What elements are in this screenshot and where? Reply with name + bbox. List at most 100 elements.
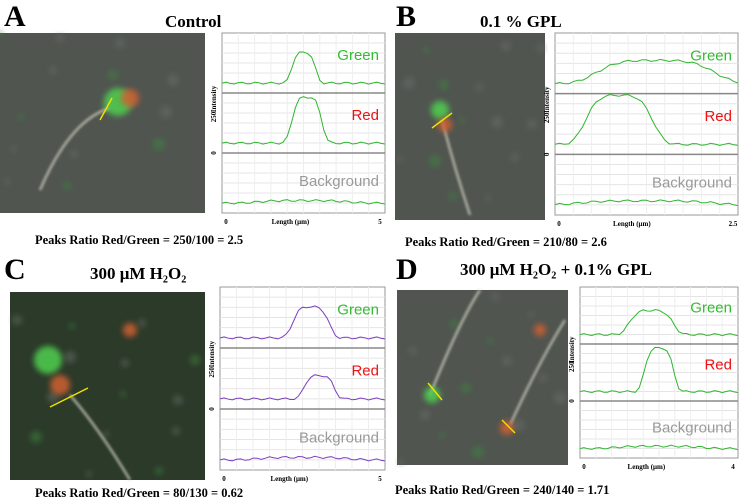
y-axis-label: Intensity: [543, 86, 551, 113]
caption: Peaks Ratio Red/Green = 240/140 = 1.71: [395, 483, 609, 497]
row-label: Background: [299, 430, 379, 447]
profile-trace: [219, 374, 386, 401]
profile-trace: [579, 444, 739, 451]
profile-trace: [554, 58, 739, 85]
speckle: [501, 41, 511, 51]
micrograph-bg: [10, 292, 205, 480]
panel-letter: D: [396, 253, 418, 286]
speckle: [439, 80, 449, 90]
panel-letter: B: [396, 0, 416, 33]
speckle: [491, 116, 503, 128]
x-axis-label: Length (μm): [613, 220, 651, 228]
row-label: Red: [351, 362, 379, 379]
speckle: [121, 359, 129, 367]
cell: [534, 324, 546, 336]
x-tick-label: 0: [557, 220, 561, 228]
panel-title: 0.1 % GPL: [480, 12, 562, 31]
speckle: [153, 138, 165, 150]
y-tick-label: 250: [208, 367, 216, 378]
y-tick-label: 250: [543, 112, 551, 123]
cell: [438, 118, 452, 132]
row-label: Green: [337, 47, 379, 64]
x-tick-label: 0: [582, 463, 586, 471]
speckle: [485, 195, 491, 201]
row-label: Red: [351, 107, 379, 124]
y-tick-label: 250: [568, 361, 576, 372]
profile-trace: [579, 309, 739, 337]
caption: Peaks Ratio Red/Green = 80/130 = 0.62: [35, 486, 243, 500]
speckle: [537, 44, 545, 52]
y-axis-label: Intensity: [568, 336, 576, 363]
speckle: [86, 471, 92, 477]
speckle: [4, 178, 10, 184]
x-axis-label: Length (μm): [628, 463, 666, 471]
x-tick-label: 5: [378, 218, 382, 226]
caption: Peaks Ratio Red/Green = 250/100 = 2.5: [35, 233, 243, 247]
cell: [500, 421, 514, 435]
panel-title: Control: [165, 12, 222, 31]
speckle: [450, 320, 458, 328]
panel-letter: A: [4, 0, 26, 33]
profile-trace: [219, 305, 386, 340]
row-label: Red: [704, 357, 732, 374]
speckle: [461, 383, 471, 393]
speckle: [491, 293, 499, 301]
micrograph: [397, 289, 568, 465]
row-label: Background: [652, 419, 732, 436]
x-tick-label: 0: [224, 218, 228, 226]
micrograph-bg: [0, 33, 205, 213]
speckle: [487, 338, 493, 344]
speckle: [103, 431, 109, 437]
row-label: Red: [704, 108, 732, 125]
profile-line: [99, 97, 113, 121]
speckle: [18, 114, 24, 120]
profile-trace: [221, 199, 386, 205]
y-tick-label: 0: [543, 152, 551, 156]
profile-trace: [554, 93, 739, 146]
profile-trace: [221, 96, 386, 145]
speckle: [511, 153, 519, 161]
cell: [123, 323, 137, 337]
speckle: [423, 47, 429, 53]
speckle: [70, 150, 78, 158]
speckle: [56, 34, 64, 42]
y-tick-label: 0: [208, 407, 216, 411]
speckle: [539, 374, 547, 382]
micrograph: [10, 292, 205, 481]
speckle: [108, 70, 118, 80]
row-label: Green: [690, 300, 732, 317]
caption: Peaks Ratio Red/Green = 210/80 = 2.6: [405, 235, 607, 249]
speckle: [502, 356, 512, 366]
row-label: Background: [299, 173, 379, 190]
profile-line: [501, 419, 516, 434]
cell: [50, 375, 70, 395]
x-tick-label: 5: [378, 475, 382, 483]
speckle: [0, 30, 3, 36]
speckle: [409, 347, 417, 355]
cell: [424, 387, 440, 403]
speckle: [429, 155, 441, 167]
x-axis-label: Length (μm): [272, 218, 310, 226]
speckle: [172, 427, 180, 435]
y-tick-label: 0: [210, 151, 218, 155]
speckle: [115, 38, 125, 48]
y-tick-label: 0: [568, 399, 576, 403]
tail: [69, 394, 132, 481]
profile-line: [49, 387, 89, 408]
speckle: [120, 391, 126, 397]
speckle: [527, 119, 537, 129]
profile-line: [431, 112, 453, 129]
speckle: [449, 192, 457, 200]
speckle: [403, 77, 415, 89]
tail: [428, 289, 567, 426]
speckle: [11, 146, 17, 152]
speckle: [167, 74, 179, 86]
speckle: [397, 156, 403, 162]
speckle: [459, 117, 465, 123]
speckle: [398, 459, 404, 465]
profile-trace: [579, 346, 739, 394]
y-tick-label: 250: [210, 111, 218, 122]
speckle: [155, 467, 163, 475]
panel-title: 300 μM H₂O₂ + 0.1% GPL: [460, 260, 652, 279]
